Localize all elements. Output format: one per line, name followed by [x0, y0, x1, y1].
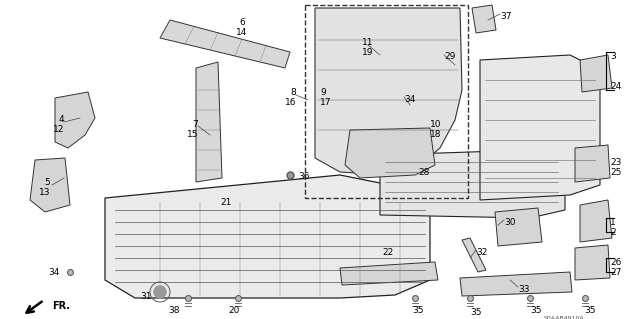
Text: 35: 35 [412, 306, 424, 315]
Bar [305, 5, 468, 198]
Text: 34: 34 [404, 95, 415, 104]
Text: S0AAB4910A: S0AAB4910A [544, 316, 584, 319]
Polygon shape [472, 5, 496, 33]
Polygon shape [105, 175, 430, 298]
Text: 37: 37 [500, 12, 511, 21]
Polygon shape [580, 200, 612, 242]
Text: 8: 8 [291, 88, 296, 97]
Text: 6: 6 [239, 18, 245, 27]
Text: 3: 3 [610, 52, 616, 61]
Polygon shape [30, 158, 70, 212]
Polygon shape [460, 272, 572, 296]
Text: 13: 13 [38, 188, 50, 197]
Polygon shape [462, 238, 486, 272]
Polygon shape [495, 208, 542, 246]
Polygon shape [580, 55, 612, 92]
Text: 28: 28 [418, 168, 429, 177]
Text: 20: 20 [228, 306, 239, 315]
Text: 24: 24 [610, 82, 621, 91]
Text: 11: 11 [362, 38, 374, 47]
Text: 38: 38 [168, 306, 179, 315]
Text: 2: 2 [610, 228, 616, 237]
Text: 25: 25 [610, 168, 621, 177]
Text: 34: 34 [49, 268, 60, 277]
Polygon shape [340, 262, 438, 285]
Circle shape [154, 286, 166, 298]
Text: 19: 19 [362, 48, 374, 57]
Polygon shape [380, 150, 565, 218]
Text: 35: 35 [584, 306, 596, 315]
Polygon shape [575, 245, 610, 280]
Text: 23: 23 [610, 158, 621, 167]
Text: 31: 31 [140, 292, 152, 301]
Text: 22: 22 [382, 248, 393, 257]
Text: 17: 17 [320, 98, 332, 107]
Text: 35: 35 [470, 308, 482, 317]
Text: FR.: FR. [52, 301, 70, 311]
Polygon shape [480, 55, 600, 200]
Text: 32: 32 [476, 248, 488, 257]
Text: 9: 9 [320, 88, 326, 97]
Text: 33: 33 [518, 285, 529, 294]
Polygon shape [160, 20, 290, 68]
Polygon shape [345, 128, 435, 178]
Polygon shape [55, 92, 95, 148]
Text: 1: 1 [610, 218, 616, 227]
Text: 14: 14 [236, 28, 248, 37]
Text: 10: 10 [430, 120, 442, 129]
Text: 4: 4 [58, 115, 64, 124]
Text: 27: 27 [610, 268, 621, 277]
Text: 12: 12 [52, 125, 64, 134]
Text: 18: 18 [430, 130, 442, 139]
Text: 16: 16 [285, 98, 296, 107]
Polygon shape [196, 62, 222, 182]
Polygon shape [575, 145, 610, 182]
Text: 36: 36 [298, 172, 310, 181]
Text: 30: 30 [504, 218, 515, 227]
Text: 15: 15 [186, 130, 198, 139]
Text: 21: 21 [220, 198, 232, 207]
Text: 5: 5 [44, 178, 50, 187]
Polygon shape [315, 8, 462, 175]
Text: 7: 7 [192, 120, 198, 129]
Text: 26: 26 [610, 258, 621, 267]
Text: 35: 35 [531, 306, 541, 315]
Text: 29: 29 [444, 52, 456, 61]
